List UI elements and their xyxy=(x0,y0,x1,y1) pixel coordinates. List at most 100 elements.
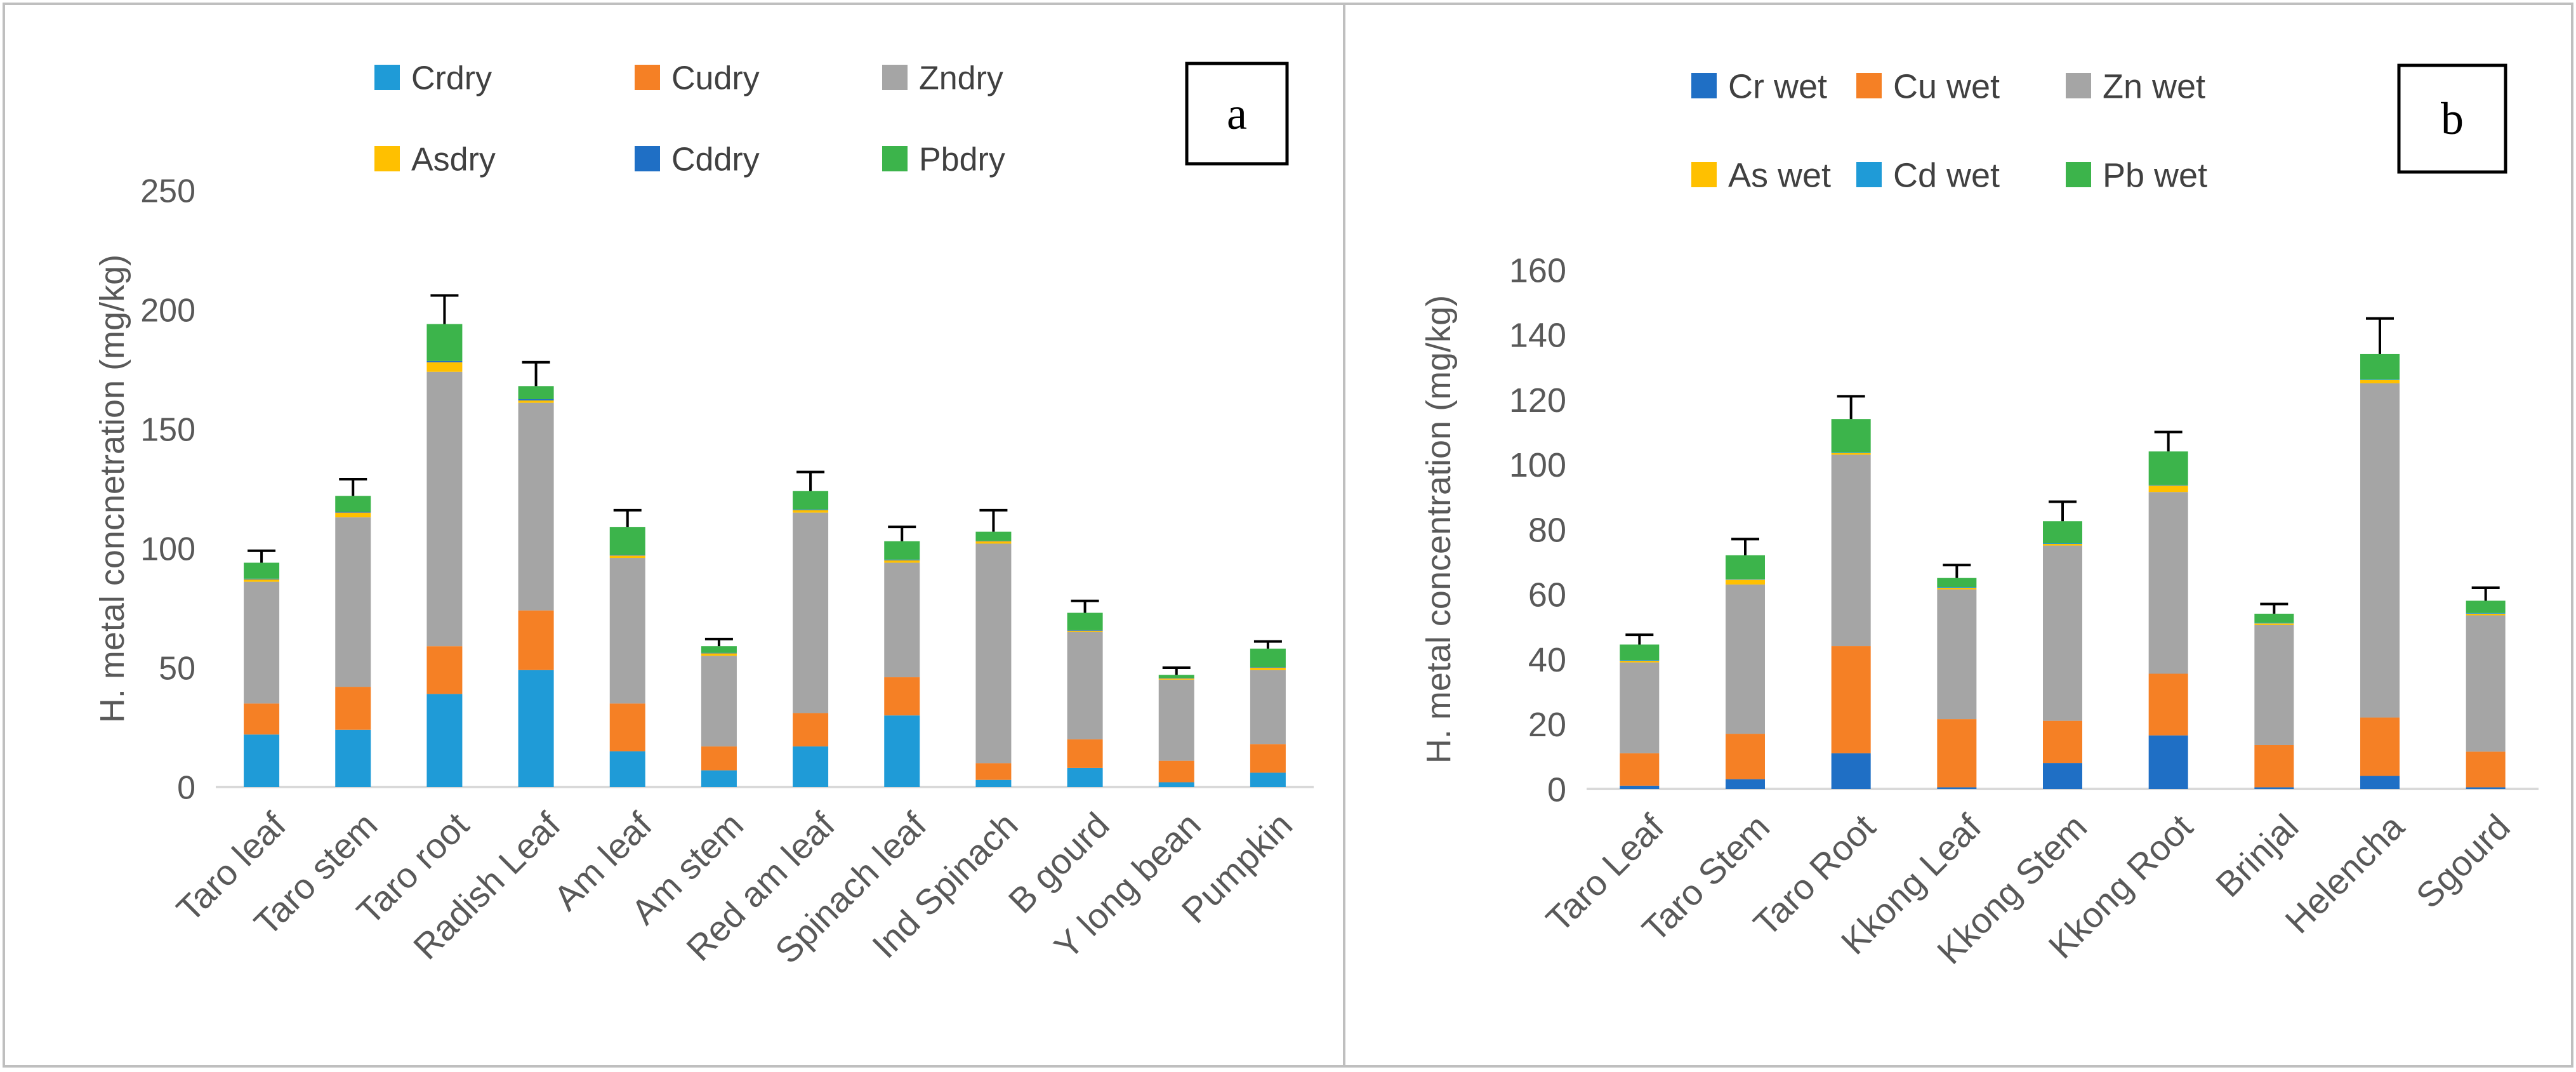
chart-b-bar-segment xyxy=(2254,613,2294,623)
chart-b-bar-segment xyxy=(1937,589,1977,720)
chart-a-bar-segment xyxy=(1250,772,1286,787)
chart-b-bar-segment xyxy=(1831,454,1871,647)
chart-b-bar-segment xyxy=(2360,380,2400,383)
chart-b-bar-segment xyxy=(2148,673,2188,736)
chart-a-y-tick-label: 250 xyxy=(140,173,195,210)
chart-b-bar-segment xyxy=(2360,354,2400,380)
chart-b-bar-segment xyxy=(1726,779,1765,789)
chart-b-bar-segment xyxy=(1831,419,1871,453)
chart-b-bar-segment xyxy=(2043,545,2082,721)
chart-b-bar-segment xyxy=(2148,735,2188,789)
chart-a-bar-segment xyxy=(244,734,280,787)
chart-a-bar-segment xyxy=(1250,670,1286,744)
chart-b-bar-segment xyxy=(1620,753,1660,786)
chart-a-bar-segment xyxy=(335,512,371,518)
chart-b-bar-segment xyxy=(2043,544,2082,546)
chart-a-bar-segment xyxy=(975,763,1012,780)
chart-a-bar-segment xyxy=(426,362,463,372)
chart-b-y-axis-label: H. metal concentration (mg/kg) xyxy=(1420,295,1458,764)
chart-a-bar-segment xyxy=(335,517,371,687)
chart-b-bar-segment xyxy=(1831,753,1871,789)
chart-b-bar-segment xyxy=(2254,623,2294,625)
chart-a-bar-segment xyxy=(1158,678,1194,680)
chart-a-bar-segment xyxy=(1250,744,1286,773)
chart-a-bar-segment xyxy=(426,646,463,694)
chart-b-bar-segment xyxy=(2466,600,2506,613)
chart-a-bar-segment xyxy=(975,779,1012,787)
chart-b-y-tick-label: 60 xyxy=(1528,576,1566,614)
chart-b-bar-segment xyxy=(2360,776,2400,789)
chart-a-bar-segment xyxy=(609,751,645,787)
panel-b-frame xyxy=(1343,3,2573,1068)
chart-b-legend-swatch xyxy=(2066,73,2091,98)
chart-b-bar-segment xyxy=(1831,453,1871,455)
chart-a-bar-segment xyxy=(1250,668,1286,670)
chart-b-y-tick-label: 80 xyxy=(1528,511,1566,549)
chart-a-bar-segment xyxy=(793,713,829,747)
chart-a-bar-segment xyxy=(884,677,920,716)
chart-b-bar-segment xyxy=(1726,579,1765,585)
chart-b-legend-label: Cd wet xyxy=(1893,156,2000,194)
chart-a-bar-segment xyxy=(1250,667,1286,668)
chart-a-bar-segment xyxy=(609,558,645,704)
chart-a-legend-swatch xyxy=(374,65,400,90)
chart-b-bar-segment xyxy=(2360,717,2400,776)
chart-b-y-tick-label: 140 xyxy=(1509,317,1566,355)
chart-b-bar-segment xyxy=(2043,720,2082,764)
chart-a-legend-label: Cddry xyxy=(671,142,760,178)
chart-b-legend-swatch xyxy=(1856,162,1882,187)
chart-a-bar-segment xyxy=(793,746,829,787)
chart-a-y-tick-label: 150 xyxy=(140,412,195,449)
chart-b-bar-segment xyxy=(2148,451,2188,485)
chart-b-bar-segment xyxy=(2148,484,2188,486)
chart-a-panel-badge xyxy=(1185,62,1289,166)
chart-b-bar-segment xyxy=(2254,744,2294,788)
chart-a-legend-swatch xyxy=(882,65,908,90)
chart-b-bar-segment xyxy=(2148,492,2188,674)
chart-a-bar-segment xyxy=(1158,760,1194,783)
chart-b-legend-label: Zn wet xyxy=(2103,67,2205,105)
chart-b-bar-segment xyxy=(2254,625,2294,745)
chart-a-bar-segment xyxy=(1250,648,1286,668)
chart-a-legend-swatch xyxy=(882,146,908,171)
chart-b-bar-segment xyxy=(2043,521,2082,543)
chart-a-y-tick-label: 0 xyxy=(177,770,195,807)
chart-b-bar-segment xyxy=(1620,661,1660,663)
chart-b-y-tick-label: 100 xyxy=(1509,446,1566,484)
chart-a-bar-segment xyxy=(335,729,371,787)
chart-a-bar-segment xyxy=(701,652,737,654)
chart-a-panel-badge-label: a xyxy=(1227,88,1247,139)
chart-b-legend-swatch xyxy=(1691,162,1717,187)
chart-a-bar-segment xyxy=(426,324,463,361)
chart-b-legend-swatch xyxy=(2066,162,2091,187)
chart-a-bar-segment xyxy=(609,703,645,751)
chart-b-panel-badge-label: b xyxy=(2441,93,2464,144)
chart-a-legend-swatch xyxy=(635,146,660,171)
chart-b-bar-segment xyxy=(1937,587,1977,588)
chart-a-bar-segment xyxy=(1067,630,1103,631)
chart-b-bar-segment xyxy=(2043,543,2082,545)
chart-a-bar-segment xyxy=(1067,612,1103,630)
chart-b-panel-badge xyxy=(2397,63,2507,174)
chart-b-legend-label: Cr wet xyxy=(1728,67,1827,105)
chart-a-legend-label: Pbdry xyxy=(919,142,1005,178)
chart-b-bar-segment xyxy=(1726,734,1765,779)
chart-a-bar-segment xyxy=(518,400,554,403)
chart-a-bar-segment xyxy=(244,579,280,582)
chart-a-bar-segment xyxy=(975,543,1012,764)
chart-b-y-tick-label: 40 xyxy=(1528,641,1566,679)
chart-a-legend-label: Asdry xyxy=(411,142,496,178)
chart-b-y-tick-label: 120 xyxy=(1509,381,1566,420)
chart-a-bar-segment xyxy=(884,562,920,678)
chart-a-bar-segment xyxy=(244,581,280,704)
chart-b-bar-segment xyxy=(1620,662,1660,753)
chart-a-legend-label: Crdry xyxy=(411,60,492,97)
chart-a-bar-segment xyxy=(701,770,737,787)
chart-b-bar-segment xyxy=(2466,787,2506,789)
chart-a-bar-segment xyxy=(518,386,554,399)
chart-a-bar-segment xyxy=(975,531,1012,541)
chart-b-bar-segment xyxy=(2466,615,2506,752)
chart-b-bar-segment xyxy=(1620,644,1660,661)
chart-a-bar-segment xyxy=(426,371,463,647)
